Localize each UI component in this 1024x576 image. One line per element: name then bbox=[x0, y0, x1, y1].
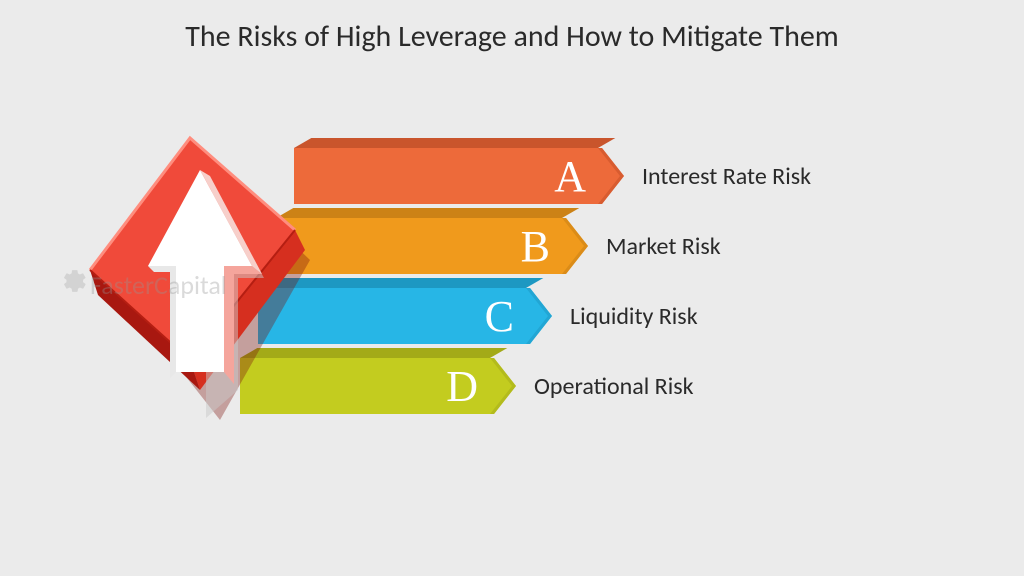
risk-bar: A bbox=[294, 148, 624, 204]
watermark: FasterCapital bbox=[62, 268, 227, 301]
risk-bar-letter: C bbox=[485, 291, 514, 342]
risk-bar-label: Operational Risk bbox=[534, 372, 694, 401]
risk-bar-letter: B bbox=[521, 221, 550, 272]
risk-bar-label: Market Risk bbox=[606, 232, 721, 261]
risk-bar-letter: A bbox=[554, 151, 586, 202]
gear-icon bbox=[62, 268, 88, 301]
risk-bar-letter: D bbox=[446, 361, 478, 412]
page-title: The Risks of High Leverage and How to Mi… bbox=[0, 18, 1024, 55]
risk-bar-label: Liquidity Risk bbox=[570, 302, 698, 331]
risk-bar-label: Interest Rate Risk bbox=[642, 162, 811, 191]
watermark-text: FasterCapital bbox=[90, 269, 227, 301]
